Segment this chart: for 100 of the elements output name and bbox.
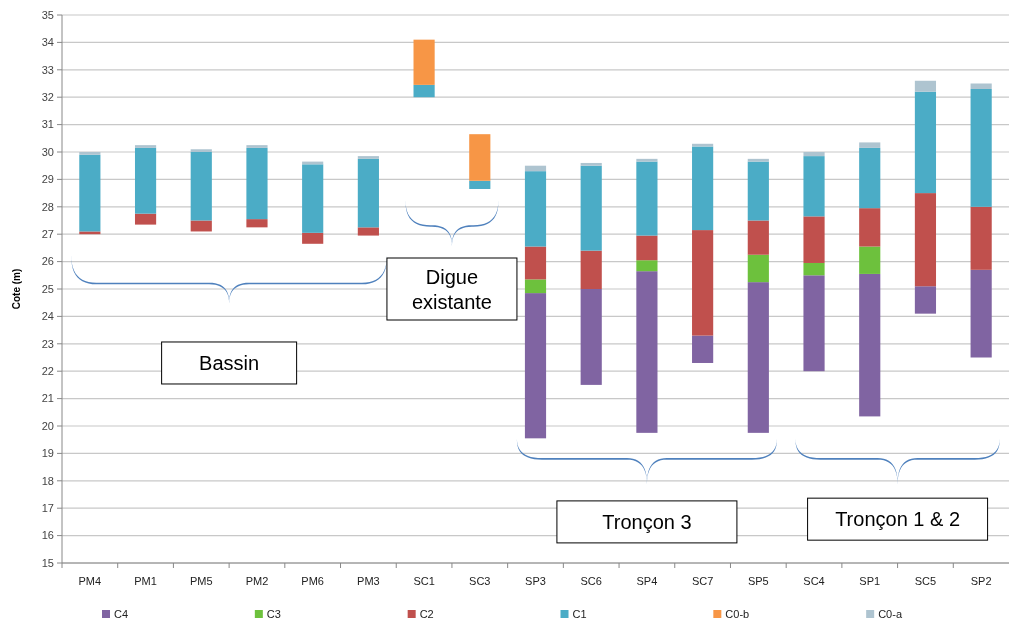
- legend-label: C0-a: [878, 608, 903, 620]
- x-tick-label: SP3: [525, 575, 546, 587]
- annotation: Tronçon 1 & 2: [835, 508, 961, 531]
- bar: [190, 220, 212, 232]
- x-tick-label: SP1: [859, 575, 881, 587]
- bar: [914, 91, 937, 194]
- x-tick-label: PM6: [301, 575, 324, 587]
- bar: [302, 232, 324, 244]
- y-tick-label: 20: [41, 419, 54, 432]
- x-tick-label: SP5: [747, 575, 769, 587]
- y-tick-label: 28: [41, 200, 54, 213]
- bar: [747, 282, 769, 433]
- bar: [580, 165, 602, 251]
- bar: [803, 156, 825, 217]
- legend-label: C3: [266, 608, 281, 620]
- x-tick-label: PM5: [189, 575, 213, 587]
- bar: [970, 269, 992, 358]
- y-tick-label: 17: [41, 502, 54, 515]
- x-tick-label: SC1: [413, 575, 435, 587]
- bar: [859, 208, 881, 247]
- y-tick-label: 24: [41, 310, 54, 323]
- bar: [803, 262, 825, 276]
- x-tick-label: SC4: [803, 575, 825, 587]
- y-tick-label: 33: [41, 63, 54, 76]
- bar: [636, 271, 658, 433]
- bar: [246, 219, 268, 228]
- bar: [79, 231, 101, 235]
- bar: [636, 161, 658, 236]
- bar: [413, 39, 435, 85]
- bar: [747, 220, 769, 255]
- x-tick-label: PM4: [78, 575, 102, 587]
- bar: [803, 152, 825, 157]
- bar: [524, 246, 547, 280]
- y-tick-label: 15: [41, 556, 54, 569]
- bar: [803, 216, 825, 263]
- bar: [747, 158, 769, 162]
- bar: [357, 158, 379, 228]
- x-tick-label: SC6: [580, 575, 602, 587]
- bar: [747, 254, 769, 283]
- bar: [469, 134, 491, 181]
- y-tick-label: 22: [41, 365, 54, 378]
- bar: [580, 250, 602, 289]
- legend-label: C4: [114, 608, 129, 620]
- x-tick-label: PM3: [357, 575, 380, 587]
- x-tick-label: SC7: [691, 575, 714, 587]
- bar: [524, 293, 547, 439]
- bar: [692, 143, 714, 147]
- bar: [524, 165, 547, 172]
- bar: [636, 260, 658, 272]
- bar: [914, 80, 937, 92]
- y-tick-label: 18: [41, 474, 54, 487]
- bar: [302, 164, 324, 233]
- y-axis-title: Cote (m): [11, 268, 22, 310]
- bar: [692, 146, 714, 231]
- y-tick-label: 19: [41, 447, 54, 460]
- y-tick-label: 27: [41, 228, 54, 241]
- bar: [970, 88, 992, 207]
- x-tick-label: SP2: [970, 575, 992, 587]
- bar: [413, 84, 435, 98]
- x-tick-label: SC5: [914, 575, 937, 587]
- bar: [859, 273, 881, 417]
- bar: [190, 149, 212, 152]
- bar: [580, 162, 602, 166]
- bar: [859, 142, 881, 148]
- bar: [692, 335, 714, 363]
- bar: [524, 171, 547, 247]
- bar: [636, 235, 658, 261]
- y-tick-label: 25: [41, 282, 54, 295]
- y-tick-label: 30: [41, 145, 54, 158]
- bar: [692, 230, 714, 336]
- bar: [357, 156, 379, 159]
- bar: [970, 206, 992, 270]
- bar: [636, 158, 658, 162]
- annotation: Digue existante: [411, 266, 492, 313]
- bar: [134, 147, 157, 214]
- bar: [134, 213, 157, 225]
- y-tick-label: 31: [41, 118, 54, 131]
- bar: [914, 286, 937, 314]
- bar: [524, 279, 547, 294]
- x-tick-label: PM2: [245, 575, 269, 587]
- bar: [747, 161, 769, 221]
- bar: [859, 147, 881, 209]
- x-tick-label: PM1: [134, 575, 157, 587]
- bar: [246, 147, 268, 220]
- y-tick-label: 32: [41, 91, 54, 104]
- bar: [79, 152, 101, 155]
- legend-label: C1: [572, 608, 587, 620]
- y-tick-label: 34: [41, 36, 54, 49]
- bar: [970, 83, 992, 89]
- bar: [357, 227, 379, 236]
- y-tick-label: 21: [41, 392, 54, 405]
- y-tick-label: 23: [41, 337, 54, 350]
- y-tick-label: 29: [41, 173, 54, 186]
- y-tick-label: 26: [41, 255, 54, 268]
- y-tick-label: 16: [41, 529, 54, 542]
- bar: [580, 289, 602, 385]
- annotation: Tronçon 3: [602, 510, 692, 533]
- bar: [134, 145, 157, 148]
- x-tick-label: SC3: [469, 575, 491, 587]
- x-tick-label: SP4: [636, 575, 658, 587]
